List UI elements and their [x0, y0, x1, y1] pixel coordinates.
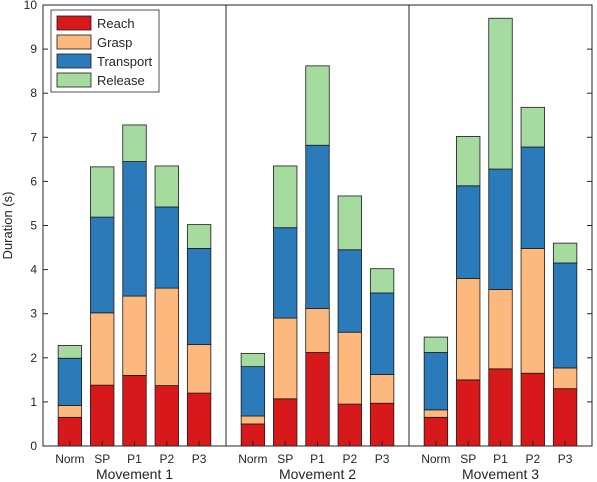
x-tick-label: SP [460, 452, 476, 466]
bar-release-segment [273, 165, 298, 229]
bar-reach-segment [90, 384, 115, 447]
group-label: Movement 1 [96, 466, 173, 482]
x-tick-label: P3 [558, 452, 573, 466]
bar-grasp-segment [57, 405, 83, 418]
bar-release-segment [57, 345, 83, 359]
bar-reach-segment [552, 388, 578, 447]
bar-transport-segment [186, 248, 212, 345]
y-tick-label: 6 [30, 174, 37, 188]
y-tick-label: 9 [30, 42, 37, 56]
x-tick-label: P3 [192, 452, 207, 466]
y-tick-label: 0 [30, 439, 37, 453]
group-label: Movement 2 [279, 466, 356, 482]
legend-label-grasp: Grasp [97, 35, 132, 50]
bar-release-segment [423, 336, 449, 353]
bar-grasp-segment [122, 295, 147, 376]
legend-label-reach: Reach [97, 16, 135, 31]
legend-swatch-transport [56, 53, 92, 69]
bar-grasp-segment [273, 317, 298, 400]
x-tick-label: SP [94, 452, 110, 466]
y-tick-label: 2 [30, 351, 37, 365]
bar-release-segment [186, 224, 212, 249]
bar-transport-segment [122, 161, 147, 297]
bar-transport-segment [154, 206, 179, 289]
bar-transport-segment [57, 357, 83, 406]
bar-release-segment [456, 136, 481, 187]
x-tick-label: SP [277, 452, 293, 466]
bar-reach-segment [456, 379, 481, 447]
bar-grasp-segment [456, 278, 481, 381]
bar-transport-segment [273, 227, 298, 319]
bar-reach-segment [122, 375, 147, 447]
bar-transport-segment [456, 185, 481, 279]
bar-reach-segment [337, 403, 362, 447]
bar-release-segment [520, 106, 545, 148]
x-tick-label: P2 [159, 452, 174, 466]
bar-transport-segment [305, 144, 330, 309]
x-tick-label: Norm [421, 452, 450, 466]
bar-grasp-segment [90, 312, 115, 386]
bar-release-segment [90, 166, 115, 218]
y-tick-label: 1 [30, 395, 37, 409]
x-tick-label: Norm [55, 452, 84, 466]
bar-release-segment [240, 352, 266, 368]
legend-swatch-release [56, 72, 92, 88]
y-axis-label: Duration (s) [0, 192, 15, 260]
y-tick-label: 4 [30, 263, 37, 277]
y-tick-label: 7 [30, 130, 37, 144]
x-tick-label: P1 [127, 452, 142, 466]
bar-transport-segment [337, 249, 362, 333]
bar-transport-segment [520, 146, 545, 249]
legend-swatch-grasp [56, 34, 92, 50]
x-tick-label: P1 [310, 452, 325, 466]
bar-release-segment [122, 124, 147, 162]
x-tick-label: P2 [342, 452, 357, 466]
bar-reach-segment [186, 392, 212, 447]
bar-reach-segment [154, 385, 179, 447]
bar-reach-segment [488, 368, 513, 447]
x-tick-label: P1 [493, 452, 508, 466]
y-tick-label: 3 [30, 307, 37, 321]
legend-label-release: Release [97, 73, 145, 88]
y-tick-label: 10 [24, 0, 38, 12]
bar-transport-segment [240, 366, 266, 417]
bar-grasp-segment [369, 374, 395, 404]
legend-swatch-reach [56, 15, 92, 31]
bar-release-segment [337, 195, 362, 251]
bar-grasp-segment [337, 331, 362, 405]
bar-release-segment [488, 17, 513, 170]
bar-grasp-segment [305, 308, 330, 353]
group-label: Movement 3 [462, 466, 539, 482]
x-tick-label: Norm [238, 452, 267, 466]
bar-grasp-segment [154, 287, 179, 386]
bar-release-segment [369, 268, 395, 294]
legend-label-transport: Transport [97, 54, 153, 69]
bar-grasp-segment [423, 409, 449, 418]
bar-grasp-segment [520, 248, 545, 374]
bar-reach-segment [273, 398, 298, 447]
bar-reach-segment [369, 402, 395, 447]
bar-transport-segment [552, 262, 578, 369]
bar-transport-segment [423, 352, 449, 411]
bar-transport-segment [488, 168, 513, 290]
x-tick-label: P3 [375, 452, 390, 466]
bar-transport-segment [369, 292, 395, 375]
bar-release-segment [154, 165, 179, 208]
y-tick-label: 8 [30, 86, 37, 100]
y-tick-label: 5 [30, 219, 37, 233]
bar-grasp-segment [240, 415, 266, 425]
bar-grasp-segment [488, 289, 513, 370]
bar-release-segment [305, 65, 330, 146]
x-tick-label: P2 [525, 452, 540, 466]
bar-grasp-segment [186, 344, 212, 394]
bar-release-segment [552, 242, 578, 264]
bar-reach-segment [305, 352, 330, 447]
bar-reach-segment [520, 372, 545, 447]
bar-transport-segment [90, 216, 115, 314]
bar-grasp-segment [552, 367, 578, 390]
